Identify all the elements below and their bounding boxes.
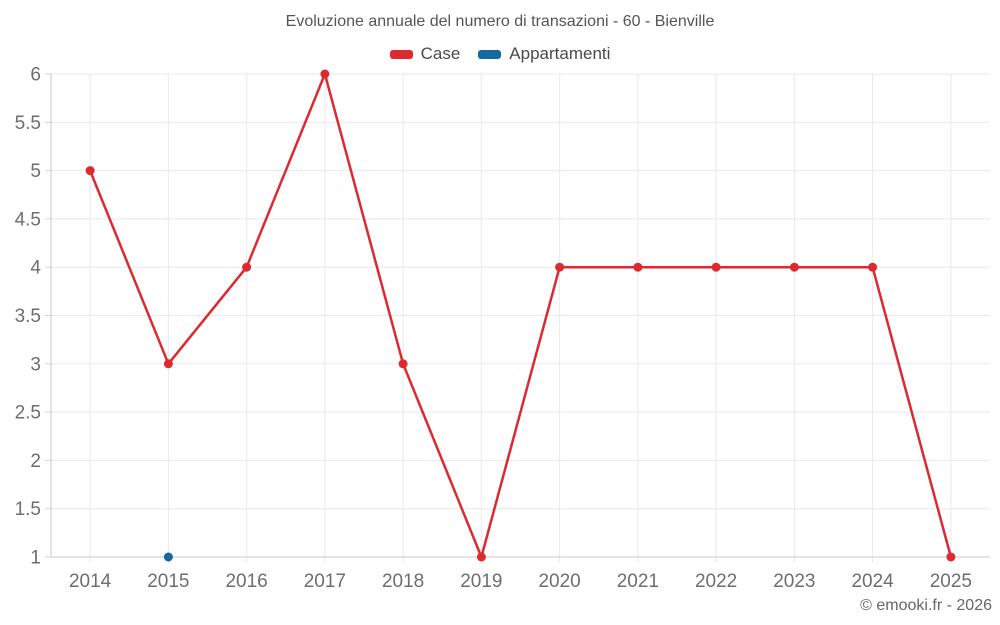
series-point-case[interactable] xyxy=(320,69,330,79)
legend-item-case[interactable]: Case xyxy=(389,44,461,64)
y-axis-label: 2 xyxy=(30,451,41,472)
x-axis-label: 2021 xyxy=(617,571,659,592)
x-axis-label: 2025 xyxy=(930,571,972,592)
x-axis-label: 2023 xyxy=(773,571,815,592)
legend-item-appartamenti[interactable]: Appartamenti xyxy=(478,44,610,64)
series-point-case[interactable] xyxy=(476,552,486,562)
copyright-watermark: © emooki.fr - 2026 xyxy=(860,597,992,614)
y-axis-label: 4 xyxy=(30,258,41,279)
series-point-case[interactable] xyxy=(85,166,95,176)
series-point-case[interactable] xyxy=(789,262,799,272)
x-axis-label: 2016 xyxy=(225,571,267,592)
legend-label-case: Case xyxy=(420,44,461,63)
y-axis-label: 1 xyxy=(30,548,41,569)
y-axis-label: 1.5 xyxy=(15,499,41,520)
x-axis-label: 2019 xyxy=(460,571,502,592)
y-axis-label: 3 xyxy=(30,354,41,375)
series-point-case[interactable] xyxy=(946,552,956,562)
x-axis-label: 2018 xyxy=(382,571,424,592)
chart-title: Evoluzione annuale del numero di transaz… xyxy=(285,13,715,30)
series-point-appartamenti[interactable] xyxy=(163,552,173,562)
y-axis-label: 2.5 xyxy=(15,403,41,424)
y-axis-label: 3.5 xyxy=(15,306,41,327)
legend-swatch-case-icon xyxy=(389,49,413,59)
x-axis-label: 2020 xyxy=(538,571,580,592)
series-point-case[interactable] xyxy=(633,262,643,272)
series-line-case xyxy=(88,72,953,559)
legend-label-appartamenti: Appartamenti xyxy=(509,44,611,63)
y-axis-label: 5.5 xyxy=(15,113,41,134)
x-axis-label: 2024 xyxy=(851,571,894,592)
x-axis-label: 2017 xyxy=(304,571,346,592)
series-point-case[interactable] xyxy=(711,262,721,272)
legend: Case Appartamenti xyxy=(0,44,1000,64)
x-axis-label: 2022 xyxy=(695,571,737,592)
y-axis-label: 4.5 xyxy=(15,209,41,230)
series-point-case[interactable] xyxy=(555,262,565,272)
x-axis-label: 2014 xyxy=(69,571,112,592)
series-point-case[interactable] xyxy=(868,262,878,272)
series-point-case[interactable] xyxy=(163,359,173,369)
series-point-case[interactable] xyxy=(398,359,408,369)
y-axis-label: 6 xyxy=(30,65,41,86)
legend-swatch-appartamenti-icon xyxy=(478,49,502,59)
x-axis-label: 2015 xyxy=(147,571,189,592)
y-axis-label: 5 xyxy=(30,161,41,182)
series-point-case[interactable] xyxy=(242,262,252,272)
